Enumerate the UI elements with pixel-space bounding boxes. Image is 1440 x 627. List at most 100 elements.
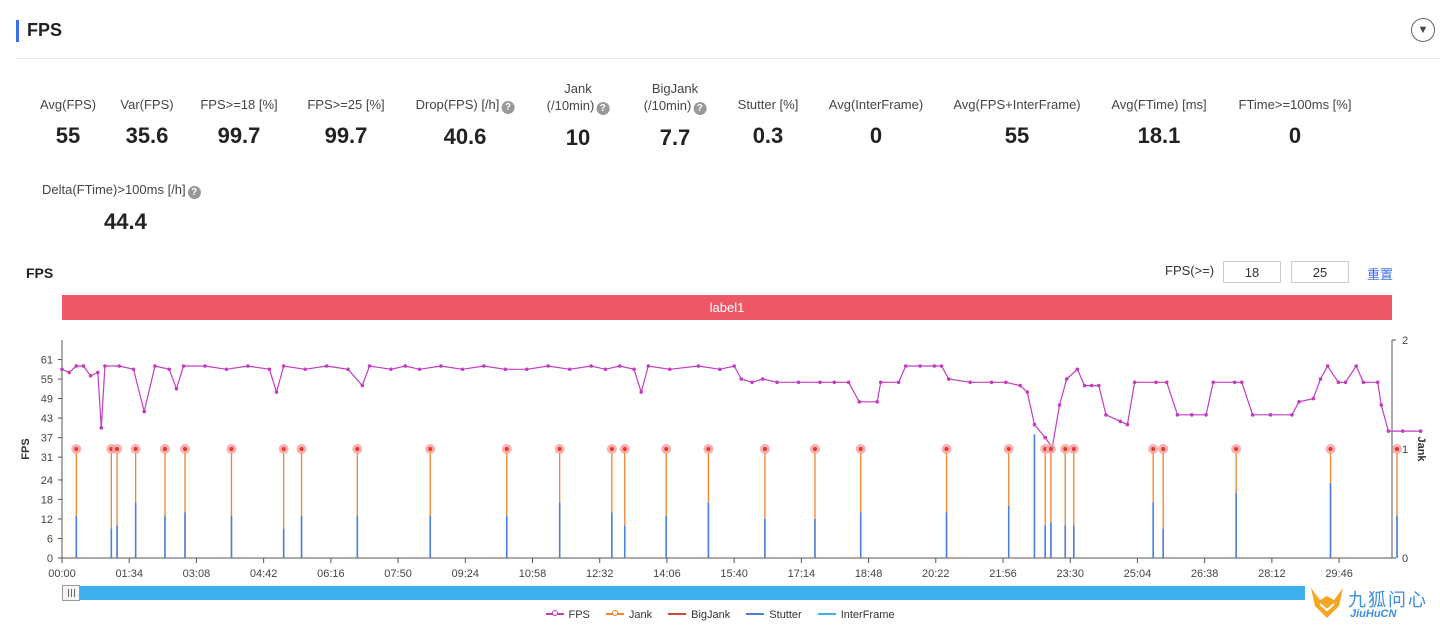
- jank-marker: [1071, 447, 1076, 451]
- label-band[interactable]: label1: [62, 295, 1392, 320]
- watermark-cn: 九狐问心: [1348, 590, 1428, 610]
- fps-point: [324, 364, 329, 368]
- y-tick-label-left: 6: [47, 533, 53, 545]
- metric-label: Avg(FPS+InterFrame): [953, 97, 1081, 112]
- fps-point: [567, 367, 572, 372]
- fps-point: [1232, 380, 1237, 385]
- jank-marker: [944, 447, 949, 451]
- help-icon[interactable]: ?: [693, 102, 707, 115]
- legend-item-interframe[interactable]: InterFrame: [817, 609, 895, 621]
- fps-point: [1386, 429, 1391, 433]
- help-icon[interactable]: ?: [596, 102, 610, 115]
- metric-label: FPS>=18 [%]: [200, 97, 278, 112]
- jank-marker: [622, 447, 627, 451]
- jank-marker: [812, 447, 817, 451]
- section-title: FPS: [27, 20, 63, 40]
- fps-point: [1082, 383, 1087, 388]
- jank-marker: [858, 447, 863, 451]
- watermark: 九狐问心 JiuHuCN: [1308, 584, 1438, 624]
- jank-marker: [1234, 447, 1239, 451]
- metric-0: Avg(FPS) 55: [40, 96, 96, 149]
- metric-7: Stutter [%] 0.3: [738, 96, 799, 149]
- fox-logo-icon: [1311, 588, 1343, 618]
- fps-point: [1118, 419, 1123, 424]
- fps-point: [760, 377, 765, 381]
- fps-point: [667, 367, 672, 372]
- jank-marker: [133, 447, 138, 451]
- fps-point: [167, 367, 172, 372]
- jank-marker: [1395, 447, 1400, 451]
- fps-point: [1297, 400, 1301, 404]
- fps-point: [439, 364, 443, 368]
- x-tick-label: 07:50: [384, 568, 412, 580]
- metric-label: FTime>=100ms [%]: [1238, 97, 1352, 112]
- jank-marker: [706, 447, 711, 451]
- jank-marker: [557, 447, 562, 451]
- y-tick-label-left: 12: [41, 514, 53, 526]
- fps-point: [1097, 383, 1101, 388]
- fps-point: [346, 367, 350, 372]
- fps-point: [832, 380, 837, 385]
- watermark-en: JiuHuCN: [1350, 608, 1397, 620]
- chart-title: FPS: [26, 265, 54, 281]
- metric-value: 18.1: [1137, 123, 1181, 148]
- metric-5: Jank (/10min)? 10: [547, 80, 610, 151]
- fps-point: [878, 380, 883, 385]
- zoom-slider-track[interactable]: [62, 586, 1305, 600]
- help-icon[interactable]: ?: [501, 101, 515, 114]
- fps-point: [117, 364, 122, 368]
- x-tick-label: 21:56: [989, 568, 1017, 580]
- fps-point: [417, 367, 422, 372]
- jank-marker: [1151, 447, 1156, 451]
- x-tick-label: 26:38: [1191, 568, 1219, 580]
- legend-item-jank[interactable]: Jank: [605, 609, 652, 621]
- fps-point: [1418, 429, 1423, 433]
- fps-point: [142, 409, 147, 414]
- fps-point: [1336, 380, 1341, 385]
- fps-point: [1032, 422, 1037, 427]
- y-tick-label-left: 37: [41, 433, 53, 445]
- fps-point: [1175, 413, 1180, 417]
- zoom-slider-handle[interactable]: [62, 585, 80, 601]
- chevron-down-icon[interactable]: ▼: [1411, 18, 1435, 42]
- fps-point: [1400, 429, 1405, 433]
- legend-symbol: [817, 613, 836, 615]
- legend-item-bigjank[interactable]: BigJank: [668, 609, 730, 621]
- legend-item-fps[interactable]: FPS: [545, 609, 590, 621]
- jank-marker: [1063, 447, 1068, 451]
- legend-label: BigJank: [691, 609, 731, 621]
- metric-value: 35.6: [125, 123, 169, 148]
- y-tick-label-left: 43: [41, 413, 53, 425]
- metric-value: 99.7: [324, 123, 368, 148]
- help-icon[interactable]: ?: [187, 186, 201, 199]
- fps-point: [932, 364, 937, 368]
- metric-8: Avg(InterFrame) 0: [829, 96, 923, 149]
- x-tick-label: 15:40: [720, 568, 748, 580]
- fps-point: [1004, 380, 1008, 385]
- fps-point: [989, 380, 994, 385]
- x-tick-label: 29:46: [1325, 568, 1353, 580]
- fps-point: [81, 364, 86, 368]
- fps-point: [603, 367, 608, 372]
- fps-point: [1132, 380, 1137, 385]
- legend-item-stutter[interactable]: Stutter: [746, 609, 802, 621]
- y-tick-label-left: 49: [41, 394, 53, 406]
- fps-threshold-low-input[interactable]: [1223, 261, 1281, 283]
- fps-point: [857, 400, 862, 404]
- fps-point: [60, 367, 64, 372]
- fps-point: [918, 364, 922, 368]
- fps-point: [1064, 377, 1069, 381]
- jank-marker: [281, 447, 286, 451]
- fps-point: [796, 380, 801, 385]
- x-tick-label: 20:22: [922, 568, 950, 580]
- fps-point: [460, 367, 465, 372]
- jank-marker: [355, 447, 360, 451]
- section-accent-bar: [16, 20, 19, 42]
- fps-point: [896, 380, 901, 385]
- reset-button[interactable]: 重置: [1367, 267, 1394, 282]
- fps-point: [1379, 403, 1384, 407]
- fps-threshold-high-input[interactable]: [1291, 261, 1349, 283]
- fps-point: [1375, 380, 1380, 385]
- fps-point: [1018, 383, 1022, 388]
